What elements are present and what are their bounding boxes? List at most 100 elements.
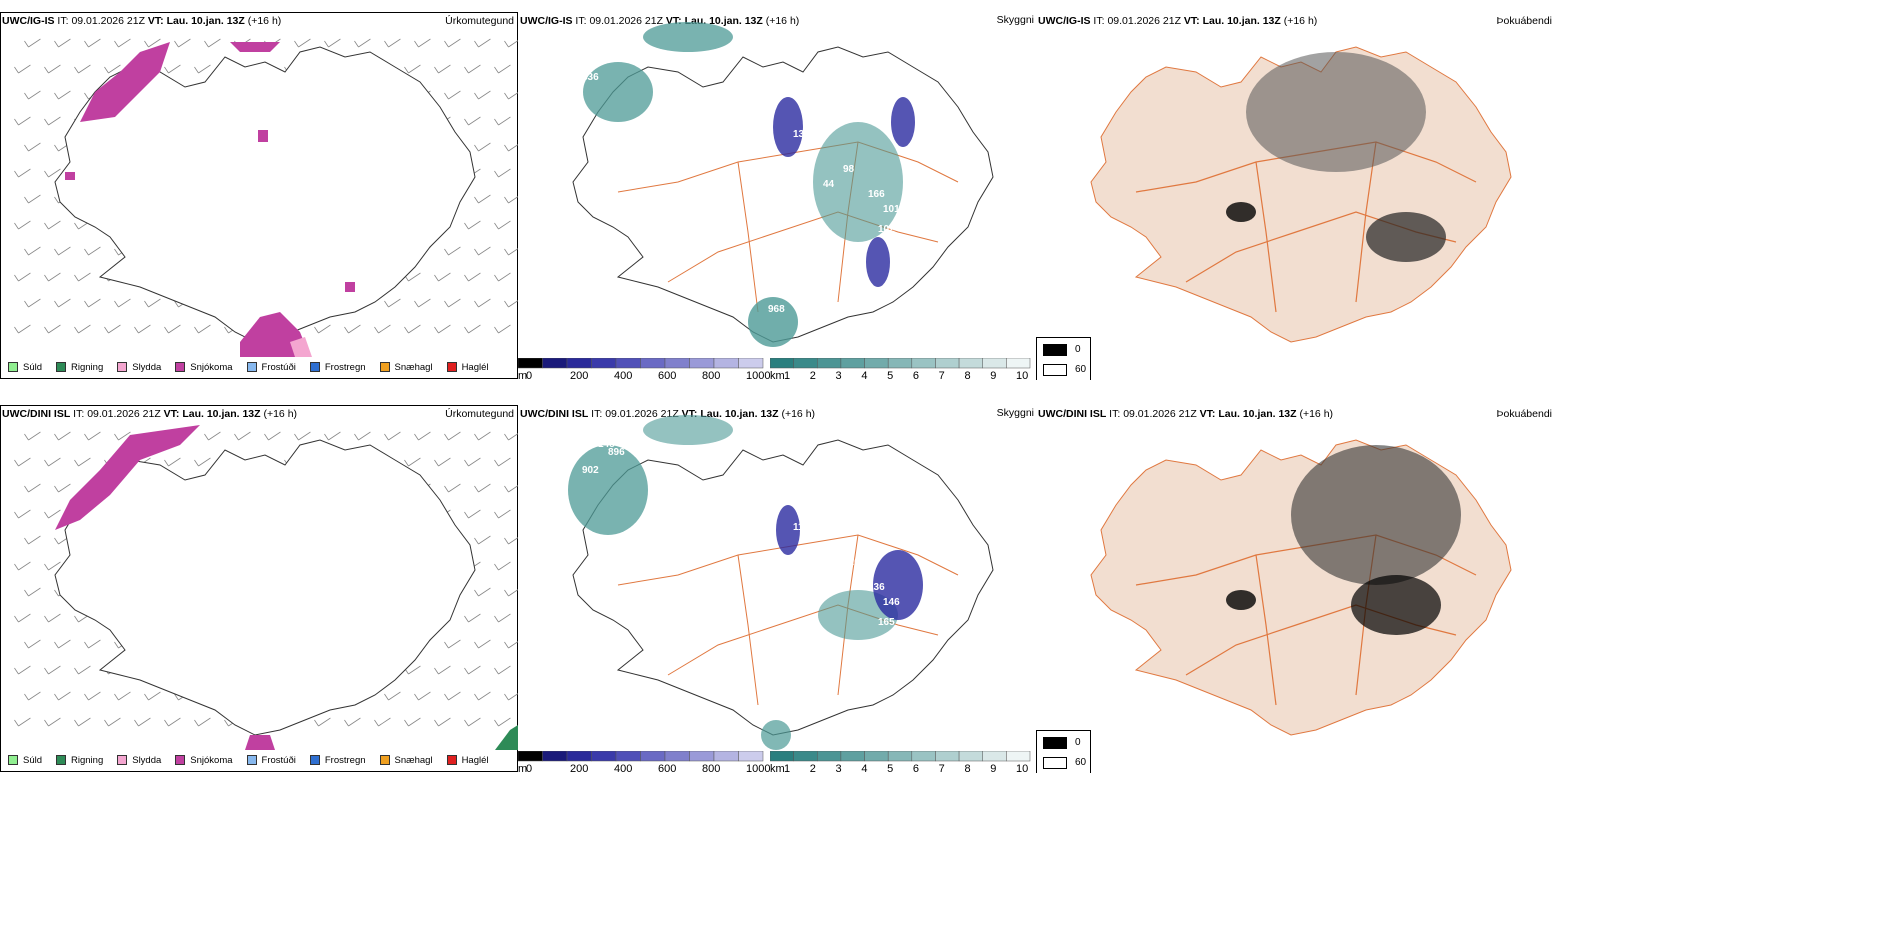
precip-legend: Súld Rigning Slydda Snjókoma Frostúði Frostre… [0,358,495,376]
wind-barb [504,40,518,48]
legend-swatch [446,755,457,765]
legend-label: Haglél [461,754,489,766]
wind-barb [194,717,211,727]
colorbar-swatch [935,751,960,762]
colorbar-swatch [770,358,794,369]
wind-barb [84,639,101,649]
legend-item-1: Rigning [56,755,103,766]
colorbar-tick: 7 [938,763,945,773]
colorbar-swatch [713,751,739,762]
wind-barb [14,613,31,623]
colorbar-swatch [887,358,913,369]
wind-barb [474,587,491,597]
legend-item-5: Frostregn [309,754,366,766]
wind-barb [464,717,481,727]
wind-barb [54,298,71,308]
colorbar-swatch [864,358,889,369]
wind-barb [164,717,181,727]
fog-legend-label-60: 60 [1075,364,1087,375]
wind-barb [414,298,431,308]
fog-legend-swatch-60 [1043,364,1067,376]
wind-barb [384,691,401,701]
wind-barb [474,639,491,649]
wind-barb [24,535,41,545]
legend-label: Frostregn [324,754,366,766]
wind-barb [504,537,518,545]
colorbar-tick: 10 [1016,370,1029,380]
vis-area-southeast [761,720,791,750]
wind-barb [24,639,41,649]
colorbar-swatch [664,751,690,762]
value-label: 101 [883,204,900,215]
wind-barb [84,431,101,441]
value-label: 126 [843,557,860,568]
wind-barb [474,535,491,545]
road-line [1255,554,1277,706]
value-label: 98 [843,164,855,175]
colorbar-tick: 3 [835,370,842,380]
wind-barb [114,431,131,441]
panel-header: UWC/DINI ISL IT: 09.01.2026 21Z VT: Lau.… [520,408,816,420]
wind-barb [414,38,431,48]
wind-barb [144,38,161,48]
wind-barb [434,717,451,727]
wind-barb [194,324,211,334]
ceiling-area-1 [773,97,803,157]
colorbar-tick: 8 [964,370,971,380]
precip-type-panel-row2: UWC/DINI ISL IT: 09.01.2026 21Z VT: Lau.… [0,405,518,773]
vis-colorbar: km 1 2 3 4 5 6 7 8 9 10 [770,358,1036,380]
colorbar-swatch [817,358,842,369]
snow-patch-2 [65,172,75,180]
legend-item-7: Haglél [446,362,489,373]
legend-swatch [379,755,390,765]
colorbar-swatch [840,751,865,762]
colorbar-tick: 6 [912,370,919,380]
fog-legend-swatch-0 [1043,737,1067,749]
wind-barb [404,324,421,334]
colorbar-tick: 2 [809,763,816,773]
legend-label: Snæhagl [394,754,433,766]
ceiling-colorbar-swatches [518,358,764,369]
wind-barb [344,324,361,334]
colorbar-tick: 5 [887,370,894,380]
wind-barb [474,90,491,100]
colorbar-tick: 9 [990,370,997,380]
wind-barb [74,64,91,74]
wind-barb [384,38,401,48]
wind-barb [134,717,151,727]
colorbar-swatch [793,751,818,762]
colorbar-swatch [911,751,936,762]
colorbar-swatch [935,358,960,369]
wind-barb [14,717,31,727]
legend-label: Frostúði [261,754,296,766]
legend-label: Slydda [132,361,162,373]
wind-barb [14,64,31,74]
wind-barb [384,431,401,441]
colorbar-swatch [591,751,617,762]
ceiling-area-1 [873,550,923,620]
wind-barb [314,324,331,334]
wind-barb [474,38,491,48]
value-label: 136 [868,582,885,593]
legend-label: Rigning [71,754,104,766]
colorbar-swatch [840,358,865,369]
legend-swatch [56,755,67,765]
wind-barb [84,691,101,701]
legend-swatch [117,755,128,765]
value-label: 146 [883,597,900,608]
panel-header: UWC/IG-IS IT: 09.01.2026 21Z VT: Lau. 10… [1038,15,1318,27]
colorbar-tick: 8 [964,763,971,773]
wind-barb [84,298,101,308]
value-label: 968 [768,304,785,315]
road-line [617,534,959,586]
legend-label: Snjókoma [190,754,233,766]
panel-title: Þokuábendi [1496,408,1552,420]
wind-barb [444,246,461,256]
wind-barb [464,665,481,675]
legend-label: Slydda [132,754,162,766]
visibility-panel-row1: UWC/IG-IS IT: 09.01.2026 21Z VT: Lau. 10… [518,12,1036,380]
panel-title: Úrkomutegund [445,408,514,420]
wind-barb [474,246,491,256]
